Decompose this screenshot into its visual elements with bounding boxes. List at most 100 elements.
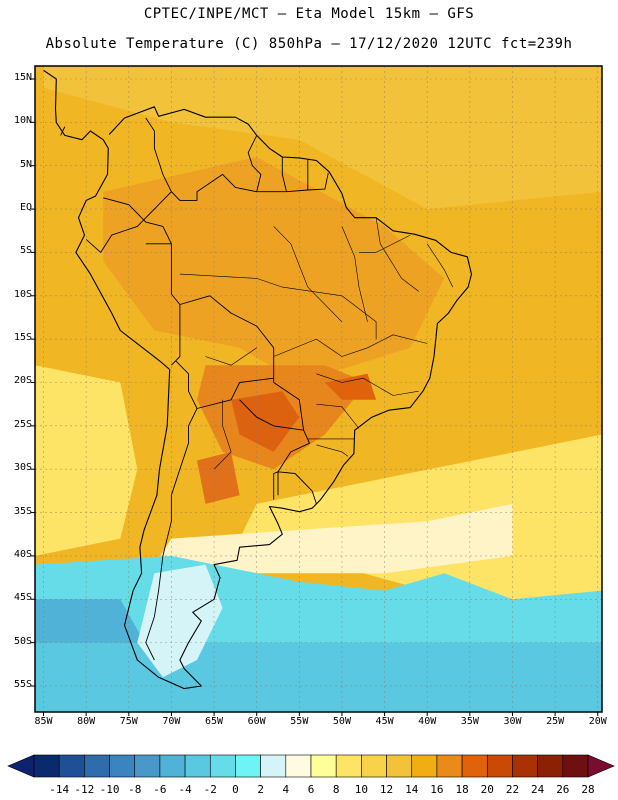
colorbar-label: 14 bbox=[405, 783, 419, 796]
country-border bbox=[281, 157, 287, 192]
country-border bbox=[256, 172, 329, 193]
lon-label: 20W bbox=[588, 716, 607, 727]
colorbar bbox=[7, 754, 615, 778]
colorbar-swatch bbox=[461, 754, 488, 778]
colorbar-swatch bbox=[361, 754, 387, 778]
colorbar-swatch bbox=[109, 754, 136, 778]
field-pacific-yellow bbox=[35, 365, 138, 556]
lat-label: 5S bbox=[19, 245, 32, 257]
lon-label: 35W bbox=[460, 716, 479, 727]
field-pantanal-core bbox=[324, 373, 377, 400]
state-border bbox=[359, 234, 411, 253]
colorbar-label: 26 bbox=[556, 783, 570, 796]
lon-label: 85W bbox=[34, 716, 53, 727]
field-south-blue bbox=[35, 642, 602, 712]
lon-label: 40W bbox=[418, 716, 437, 727]
colorbar-label: 8 bbox=[332, 783, 340, 796]
country-border bbox=[145, 117, 257, 201]
lon-label: 45W bbox=[375, 716, 394, 727]
state-border bbox=[273, 226, 343, 323]
field-amazon-warm bbox=[103, 157, 445, 383]
title-line-1: CPTEC/INPE/MCT – Eta Model 15km – GFS bbox=[143, 6, 475, 22]
field-south-atlantic-yellow bbox=[239, 434, 602, 608]
state-border bbox=[375, 217, 419, 292]
country-border bbox=[247, 135, 262, 192]
country-border bbox=[85, 191, 172, 253]
lat-label: 25S bbox=[13, 418, 32, 430]
lat-label: 10N bbox=[13, 115, 32, 127]
lon-label: 30W bbox=[503, 716, 522, 727]
colorbar-label: 16 bbox=[430, 783, 444, 796]
colorbar-label: 22 bbox=[505, 783, 520, 796]
lon-label: 60W bbox=[247, 716, 266, 727]
country-border bbox=[273, 471, 317, 505]
colorbar-swatch bbox=[512, 754, 538, 778]
colorbar-label: 4 bbox=[282, 783, 290, 796]
state-border bbox=[426, 243, 454, 288]
lat-label: 55S bbox=[13, 678, 32, 690]
lat-label: 5N bbox=[19, 158, 32, 170]
colorbar-under-arrow bbox=[7, 754, 35, 778]
colorbar-swatch bbox=[209, 754, 236, 778]
country-border bbox=[239, 399, 304, 431]
state-border bbox=[205, 347, 257, 366]
colorbar-swatch bbox=[184, 754, 211, 778]
state-border bbox=[316, 444, 349, 457]
colorbar-swatch bbox=[285, 754, 312, 778]
colorbar-swatch bbox=[436, 754, 463, 778]
lon-label: 25W bbox=[546, 716, 565, 727]
colorbar-label: 12 bbox=[379, 783, 394, 796]
colorbar-swatch bbox=[33, 754, 60, 778]
lon-label: 70W bbox=[162, 716, 181, 727]
lat-label: 15N bbox=[13, 72, 32, 83]
colorbar-label: 20 bbox=[480, 783, 494, 796]
colorbar-label: 24 bbox=[531, 783, 545, 796]
lon-label: 80W bbox=[77, 716, 96, 727]
colorbar-label: 18 bbox=[455, 783, 469, 796]
coastline bbox=[43, 69, 473, 690]
colorbar-label: 2 bbox=[257, 783, 264, 796]
state-border bbox=[316, 373, 419, 396]
lat-label: EQ bbox=[19, 202, 32, 214]
lon-label: 55W bbox=[290, 716, 309, 727]
country-border bbox=[145, 408, 198, 661]
colorbar-swatch bbox=[84, 754, 110, 778]
title-line-2: Absolute Temperature (C) 850hPa – 17/12/… bbox=[45, 36, 573, 52]
country-border bbox=[103, 197, 172, 244]
colorbar-swatch bbox=[486, 754, 513, 778]
colorbar-label: 0 bbox=[232, 783, 239, 796]
map-frame bbox=[34, 65, 603, 713]
colorbar-label: -4 bbox=[178, 783, 192, 796]
colorbar-label: -8 bbox=[128, 783, 142, 796]
colorbar-label: -6 bbox=[153, 783, 167, 796]
lon-label: 50W bbox=[332, 716, 351, 727]
lat-label: 10S bbox=[13, 288, 32, 300]
lat-label: 40S bbox=[13, 548, 32, 560]
colorbar-swatch bbox=[537, 754, 564, 778]
colorbar-label: 28 bbox=[581, 783, 595, 796]
state-border bbox=[316, 403, 360, 429]
axis-ticks bbox=[31, 78, 599, 716]
field-pale-band bbox=[154, 503, 513, 574]
field-north-warm bbox=[43, 66, 602, 210]
colorbar-swatch bbox=[260, 754, 287, 778]
colorbar-swatch bbox=[562, 754, 589, 778]
lat-label: 30S bbox=[13, 462, 32, 474]
colorbar-swatch bbox=[134, 754, 161, 778]
lon-label: 75W bbox=[119, 716, 138, 727]
coastlines-borders bbox=[43, 69, 473, 690]
lat-label: 45S bbox=[13, 592, 32, 604]
lat-label: 50S bbox=[13, 635, 32, 647]
lon-label: 65W bbox=[205, 716, 224, 727]
colorbar-swatch bbox=[235, 754, 261, 778]
state-border bbox=[273, 334, 428, 357]
colorbar-swatch bbox=[335, 754, 362, 778]
colorbar-swatch bbox=[58, 754, 85, 778]
state-border bbox=[341, 226, 368, 322]
colorbar-label: 6 bbox=[307, 783, 315, 796]
colorbar-swatch bbox=[159, 754, 186, 778]
field-argentina-core bbox=[197, 451, 240, 504]
colorbar-swatch bbox=[411, 754, 438, 778]
colorbar-label: -2 bbox=[203, 783, 217, 796]
